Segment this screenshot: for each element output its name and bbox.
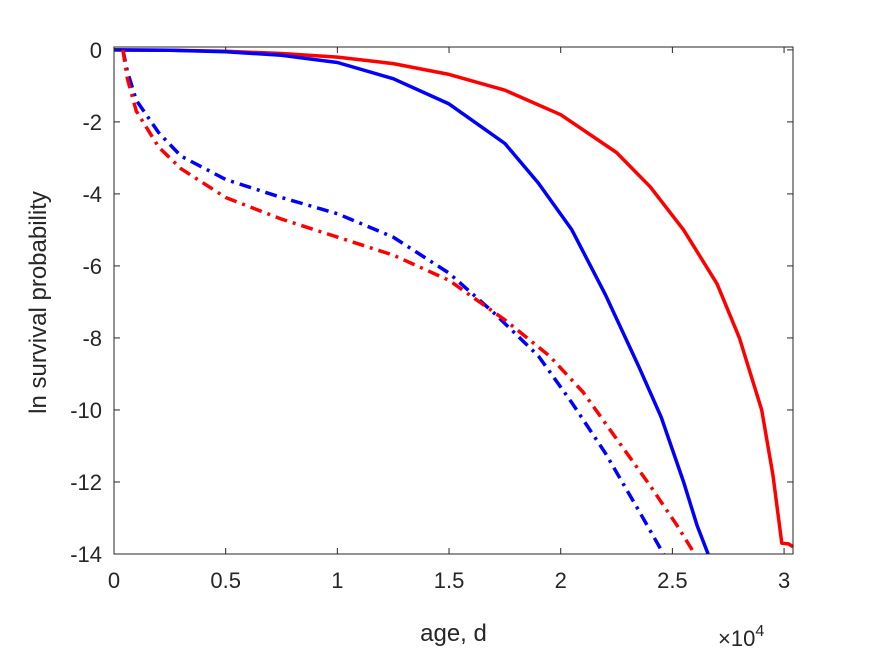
y-tick-label: -2 <box>82 110 102 135</box>
y-tick-label: -8 <box>82 326 102 351</box>
x-tick-label: 2.5 <box>657 568 688 593</box>
y-tick-label: -6 <box>82 254 102 279</box>
series-line-4 <box>121 49 697 555</box>
y-tick-label: -14 <box>70 542 102 567</box>
series-line-2 <box>113 48 710 555</box>
x-exponent-base: ×10 <box>718 626 755 651</box>
x-tick-label: 0 <box>108 568 120 593</box>
x-exponent-label: ×104 <box>718 623 764 651</box>
y-tick-label: -12 <box>70 470 102 495</box>
axes-box <box>113 46 794 555</box>
x-tick-label: 1.5 <box>434 568 465 593</box>
x-exponent-power: 4 <box>755 623 764 640</box>
ticks-layer: 0 0.5 1 1.5 2 2.5 3 0 -2 -4 -6 -8 -10 -12 -14 <box>70 38 793 593</box>
y-tick-label: -4 <box>82 182 102 207</box>
series-layer <box>113 48 794 555</box>
x-tick-label: 2 <box>555 568 567 593</box>
y-axis-label: ln survival probability <box>25 191 52 414</box>
x-tick-label: 1 <box>331 568 343 593</box>
series-line-1 <box>113 48 794 549</box>
x-tick-label: 3 <box>778 568 790 593</box>
y-tick-label: 0 <box>90 38 102 63</box>
x-axis-label: age, d <box>420 620 487 647</box>
series-line-3 <box>121 49 666 555</box>
y-tick-label: -10 <box>70 398 102 423</box>
x-tick-label: 0.5 <box>210 568 241 593</box>
